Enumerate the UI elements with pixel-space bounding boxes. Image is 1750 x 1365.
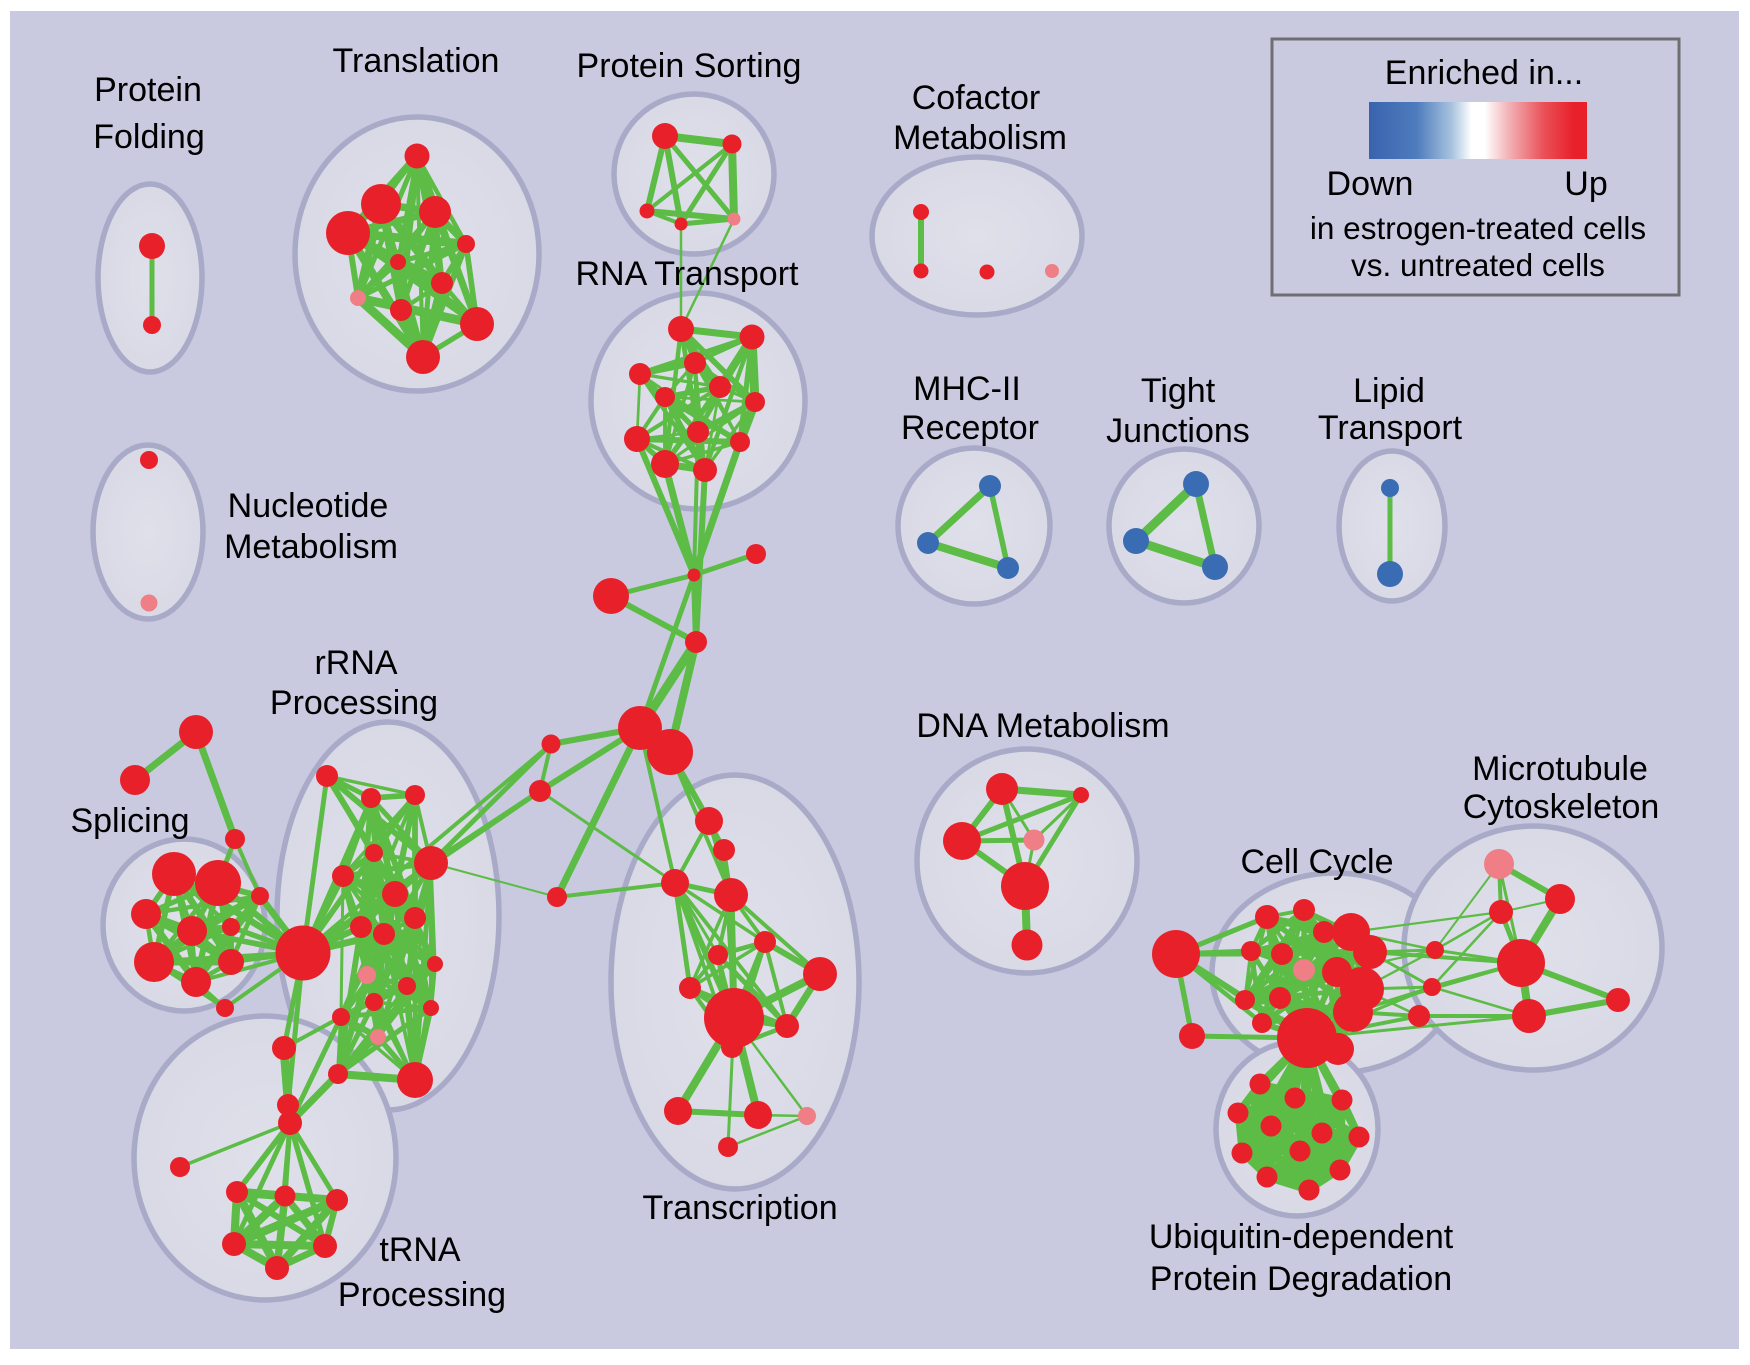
- svg-text:Enriched in...: Enriched in...: [1385, 54, 1583, 92]
- svg-text:Processing: Processing: [338, 1276, 506, 1314]
- svg-text:Receptor: Receptor: [901, 409, 1039, 447]
- svg-text:rRNA: rRNA: [314, 644, 397, 682]
- svg-text:tRNA: tRNA: [379, 1231, 461, 1269]
- svg-text:Lipid: Lipid: [1353, 372, 1425, 410]
- svg-text:Metabolism: Metabolism: [893, 119, 1067, 157]
- svg-text:DNA Metabolism: DNA Metabolism: [916, 707, 1169, 745]
- svg-text:Down: Down: [1327, 165, 1414, 203]
- svg-text:Cytoskeleton: Cytoskeleton: [1463, 788, 1660, 826]
- svg-text:Tight: Tight: [1141, 372, 1216, 410]
- svg-text:Protein: Protein: [94, 71, 202, 109]
- svg-text:in estrogen-treated cells: in estrogen-treated cells: [1310, 210, 1646, 246]
- svg-text:Cofactor: Cofactor: [912, 79, 1041, 117]
- svg-text:Protein Degradation: Protein Degradation: [1150, 1260, 1452, 1298]
- svg-text:Splicing: Splicing: [70, 802, 189, 840]
- svg-text:Transcription: Transcription: [642, 1189, 837, 1227]
- svg-text:Cell Cycle: Cell Cycle: [1240, 843, 1393, 881]
- svg-text:Junctions: Junctions: [1106, 412, 1250, 450]
- svg-text:MHC-II: MHC-II: [913, 370, 1021, 408]
- svg-text:Protein Sorting: Protein Sorting: [577, 47, 802, 85]
- svg-text:Translation: Translation: [333, 42, 500, 80]
- svg-text:Folding: Folding: [93, 118, 205, 156]
- svg-text:Nucleotide: Nucleotide: [228, 487, 389, 525]
- svg-text:RNA Transport: RNA Transport: [576, 255, 800, 293]
- svg-text:Metabolism: Metabolism: [224, 528, 398, 566]
- svg-text:Ubiquitin-dependent: Ubiquitin-dependent: [1149, 1218, 1454, 1256]
- svg-text:Microtubule: Microtubule: [1472, 750, 1648, 788]
- svg-text:vs. untreated cells: vs. untreated cells: [1351, 247, 1605, 283]
- svg-text:Up: Up: [1564, 165, 1607, 203]
- svg-text:Processing: Processing: [270, 684, 438, 722]
- svg-text:Transport: Transport: [1318, 409, 1463, 447]
